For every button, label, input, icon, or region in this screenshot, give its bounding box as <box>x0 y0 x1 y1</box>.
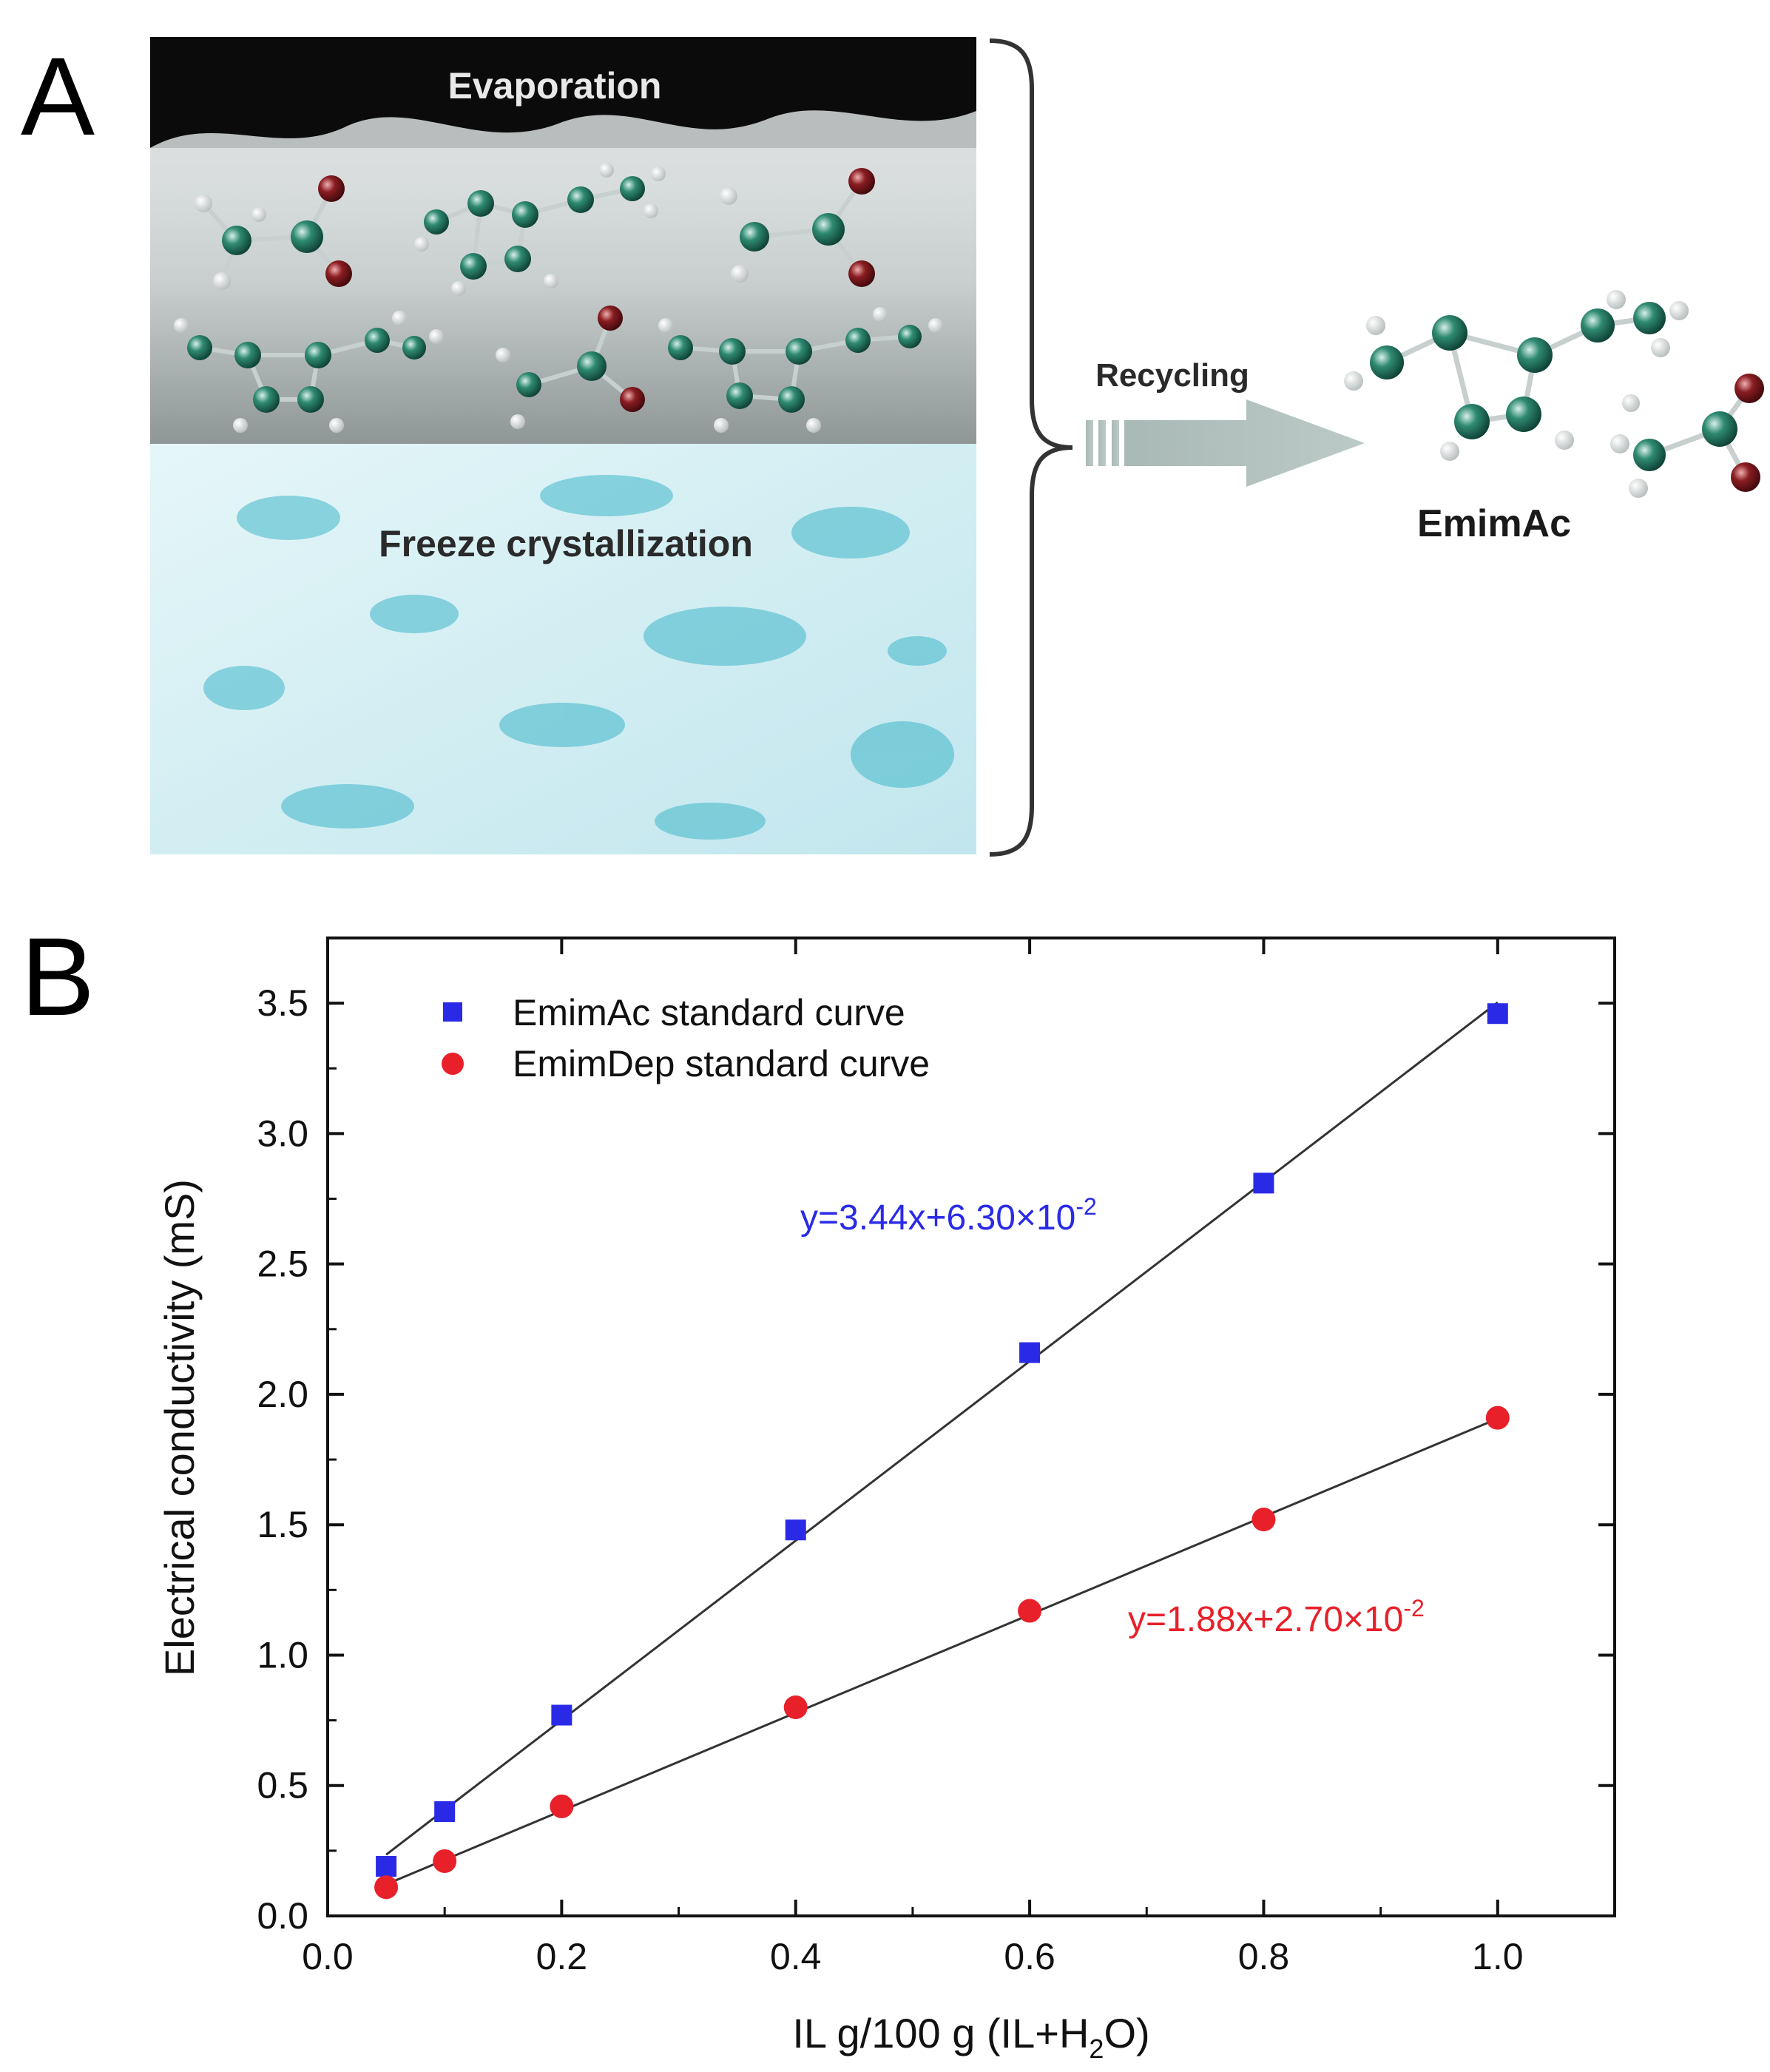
data-point-square <box>434 1801 456 1822</box>
legend-square-marker <box>443 1002 462 1022</box>
y-tick-label: 0.5 <box>257 1765 308 1806</box>
data-markers <box>374 1003 1510 1900</box>
y-axis-ticks: 0.0 0.5 1.0 1.5 2.0 2.5 3.0 3.5 <box>257 937 1615 1937</box>
x-tick-label: 0.6 <box>1004 1936 1055 1977</box>
x-tick-label: 0.2 <box>536 1936 588 1977</box>
equation-emimdep-exponent: -2 <box>1403 1595 1424 1622</box>
equation-emimac-exponent: -2 <box>1075 1193 1096 1220</box>
y-tick-label: 3.5 <box>257 982 308 1024</box>
data-point-square <box>1019 1342 1041 1363</box>
y-tick-label: 2.5 <box>257 1243 308 1285</box>
x-tick-label: 0.4 <box>770 1936 822 1977</box>
data-point-circle <box>374 1875 399 1900</box>
fit-line-0 <box>385 1001 1499 1856</box>
y-tick-label: 1.0 <box>257 1634 308 1676</box>
recycling-label: Recycling <box>1095 357 1249 394</box>
data-point-circle <box>783 1695 808 1719</box>
y-tick-label: 0.0 <box>257 1895 308 1937</box>
panel-b-letter: B <box>21 914 95 1039</box>
emimac-molecule <box>1344 290 1764 498</box>
equation-emimac-main: y=3.44x+6.30×10 <box>800 1198 1075 1238</box>
ice-texture <box>203 475 954 840</box>
data-point-circle <box>1252 1508 1276 1532</box>
process-photo: Evaporation Freeze crystallization <box>150 37 976 854</box>
panel-a-letter: A <box>21 34 95 158</box>
data-point-square <box>1487 1003 1508 1025</box>
x-axis-title: IL g/100 g (IL+H2O) <box>792 2010 1149 2064</box>
data-point-circle <box>550 1794 574 1818</box>
equation-emimdep: y=1.88x+2.70×10-2 <box>1128 1595 1425 1639</box>
x-tick-label: 0.0 <box>302 1936 354 1977</box>
y-tick-label: 3.0 <box>257 1113 308 1154</box>
chart: 0.0 0.2 0.4 0.6 0.8 1.0 0.0 0.5 1.0 1.5 2.0 2.5 3.0… <box>156 937 1616 2064</box>
legend-label-emimdep: EmimDep standard curve <box>513 1043 930 1084</box>
data-point-circle <box>433 1849 457 1873</box>
data-point-square <box>376 1856 397 1877</box>
molecule-atoms <box>174 163 943 433</box>
panel-b: B 0.0 0.2 0.4 0.6 0.8 1.0 0.0 0.5 1.0 1.5 2.0 2.5 3… <box>21 914 1616 2064</box>
panel-a: A Evaporation Freeze crysta <box>21 34 1764 857</box>
data-point-circle <box>1018 1599 1042 1623</box>
legend-circle-marker <box>442 1053 464 1075</box>
emimac-label: EmimAc <box>1417 502 1571 545</box>
y-tick-label: 2.0 <box>257 1374 308 1415</box>
y-axis-title: Electrical conductivity (mS) <box>156 1179 203 1676</box>
fit-line-1 <box>385 1417 1499 1886</box>
data-point-square <box>785 1519 806 1541</box>
legend-label-emimac: EmimAc standard curve <box>513 992 905 1033</box>
steam-edge <box>150 110 976 178</box>
x-axis-title-end: O) <box>1104 2010 1149 2056</box>
x-tick-label: 0.8 <box>1238 1936 1290 1977</box>
right-curly-brace <box>989 38 1073 857</box>
x-tick-label: 1.0 <box>1472 1936 1524 1977</box>
equation-emimac: y=3.44x+6.30×10-2 <box>800 1193 1097 1238</box>
data-point-square <box>1253 1172 1274 1194</box>
data-point-circle <box>1485 1405 1510 1430</box>
equation-emimdep-main: y=1.88x+2.70×10 <box>1128 1600 1403 1639</box>
x-axis-title-main: IL g/100 g (IL+H <box>792 2010 1089 2056</box>
plot-frame <box>326 937 1616 1917</box>
recycling-arrow <box>1086 399 1365 487</box>
x-axis-title-subscript: 2 <box>1089 2034 1104 2064</box>
x-axis-ticks: 0.0 0.2 0.4 0.6 0.8 1.0 <box>302 938 1524 1977</box>
evaporation-label: Evaporation <box>448 65 662 107</box>
freeze-crystallization-label: Freeze crystallization <box>379 523 753 564</box>
fit-lines <box>385 1001 1499 1886</box>
data-point-square <box>551 1704 572 1726</box>
y-tick-label: 1.5 <box>257 1504 308 1545</box>
legend: EmimAc standard curve EmimDep standard c… <box>442 992 930 1084</box>
